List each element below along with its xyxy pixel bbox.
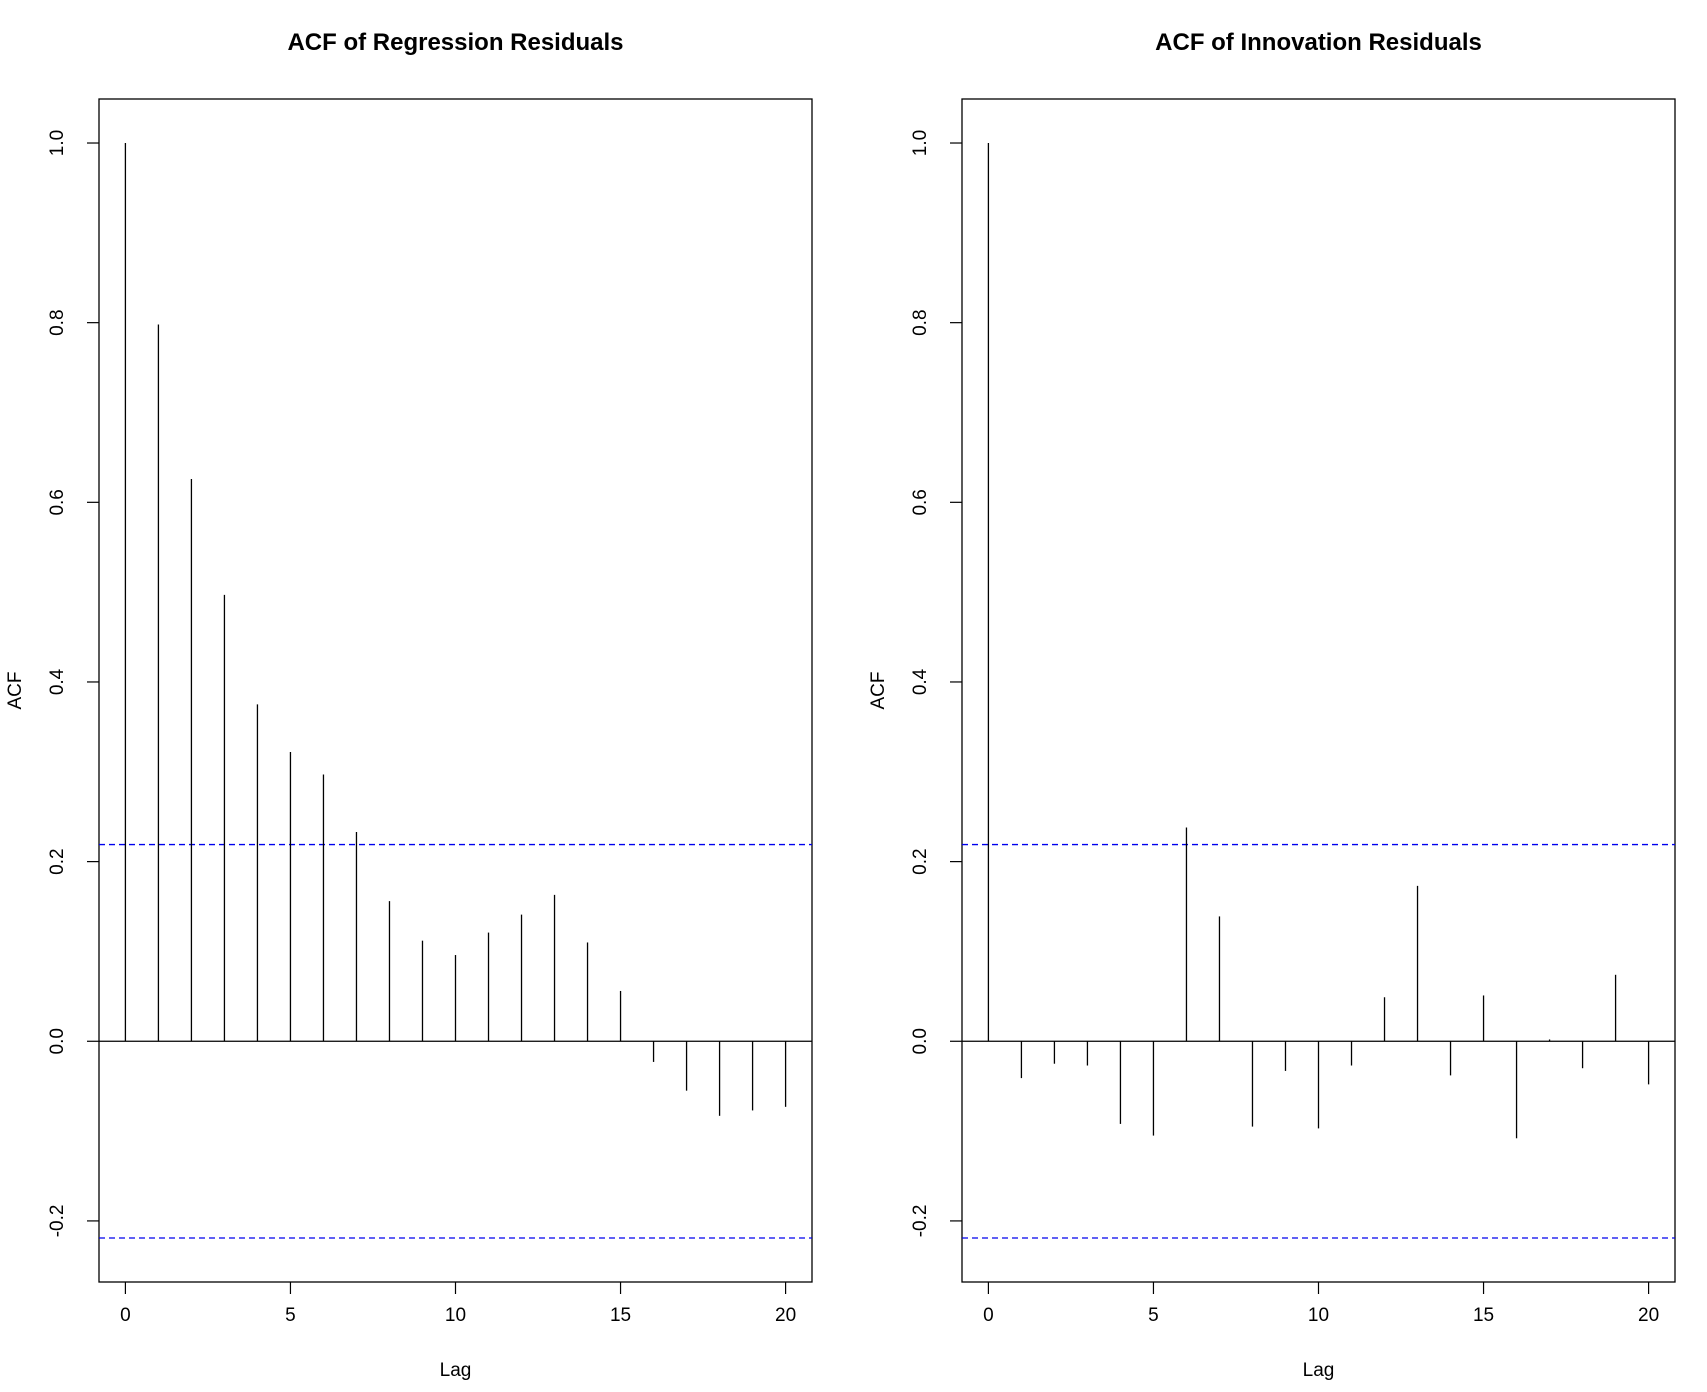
y-tick-label: 0.2 [47, 848, 68, 874]
y-tick-label: 0.8 [910, 309, 931, 335]
acf-panel-regression-residuals: ACF of Regression Residuals Lag ACF 0 5 10… [5, 29, 813, 1381]
chart-title: ACF of Regression Residuals [287, 29, 623, 56]
x-axis-label: Lag [440, 1360, 472, 1381]
y-tick-label: 0.8 [47, 309, 68, 335]
acf-panel-innovation-residuals: ACF of Innovation Residuals Lag ACF 0 5 10… [868, 29, 1676, 1381]
chart-title: ACF of Innovation Residuals [1155, 29, 1482, 56]
x-tick-label: 10 [1308, 1305, 1329, 1326]
y-tick-label: 0.0 [47, 1028, 68, 1054]
x-tick-label: 20 [1638, 1305, 1659, 1326]
y-tick-label: -0.2 [910, 1205, 931, 1238]
y-tick-label: 0.2 [910, 848, 931, 874]
plot-marks: 0 5 10 15 20 -0.2 0.0 0.2 0.4 0.6 0.8 1.0 [910, 130, 1675, 1326]
y-tick-label: 0.0 [910, 1028, 931, 1054]
y-tick-label: 1.0 [910, 130, 931, 156]
x-tick-label: 5 [1148, 1305, 1159, 1326]
x-axis-label: Lag [1303, 1360, 1335, 1381]
y-tick-label: 0.4 [47, 668, 68, 695]
x-tick-label: 0 [120, 1305, 131, 1326]
y-tick-label: -0.2 [47, 1205, 68, 1238]
x-tick-label: 5 [285, 1305, 296, 1326]
plot-frame [98, 98, 813, 1283]
x-tick-label: 10 [445, 1305, 466, 1326]
y-axis-label: ACF [868, 672, 889, 710]
x-tick-label: 15 [1473, 1305, 1494, 1326]
y-tick-label: 0.4 [910, 668, 931, 695]
x-tick-label: 0 [983, 1305, 994, 1326]
y-tick-label: 0.6 [910, 489, 931, 515]
y-tick-label: 0.6 [47, 489, 68, 515]
plot-marks: 0 5 10 15 20 -0.2 0.0 0.2 0.4 0.6 0.8 1.0 [47, 130, 812, 1326]
y-axis-label: ACF [5, 672, 26, 710]
x-tick-label: 20 [775, 1305, 796, 1326]
x-tick-label: 15 [610, 1305, 631, 1326]
y-tick-label: 1.0 [47, 130, 68, 156]
